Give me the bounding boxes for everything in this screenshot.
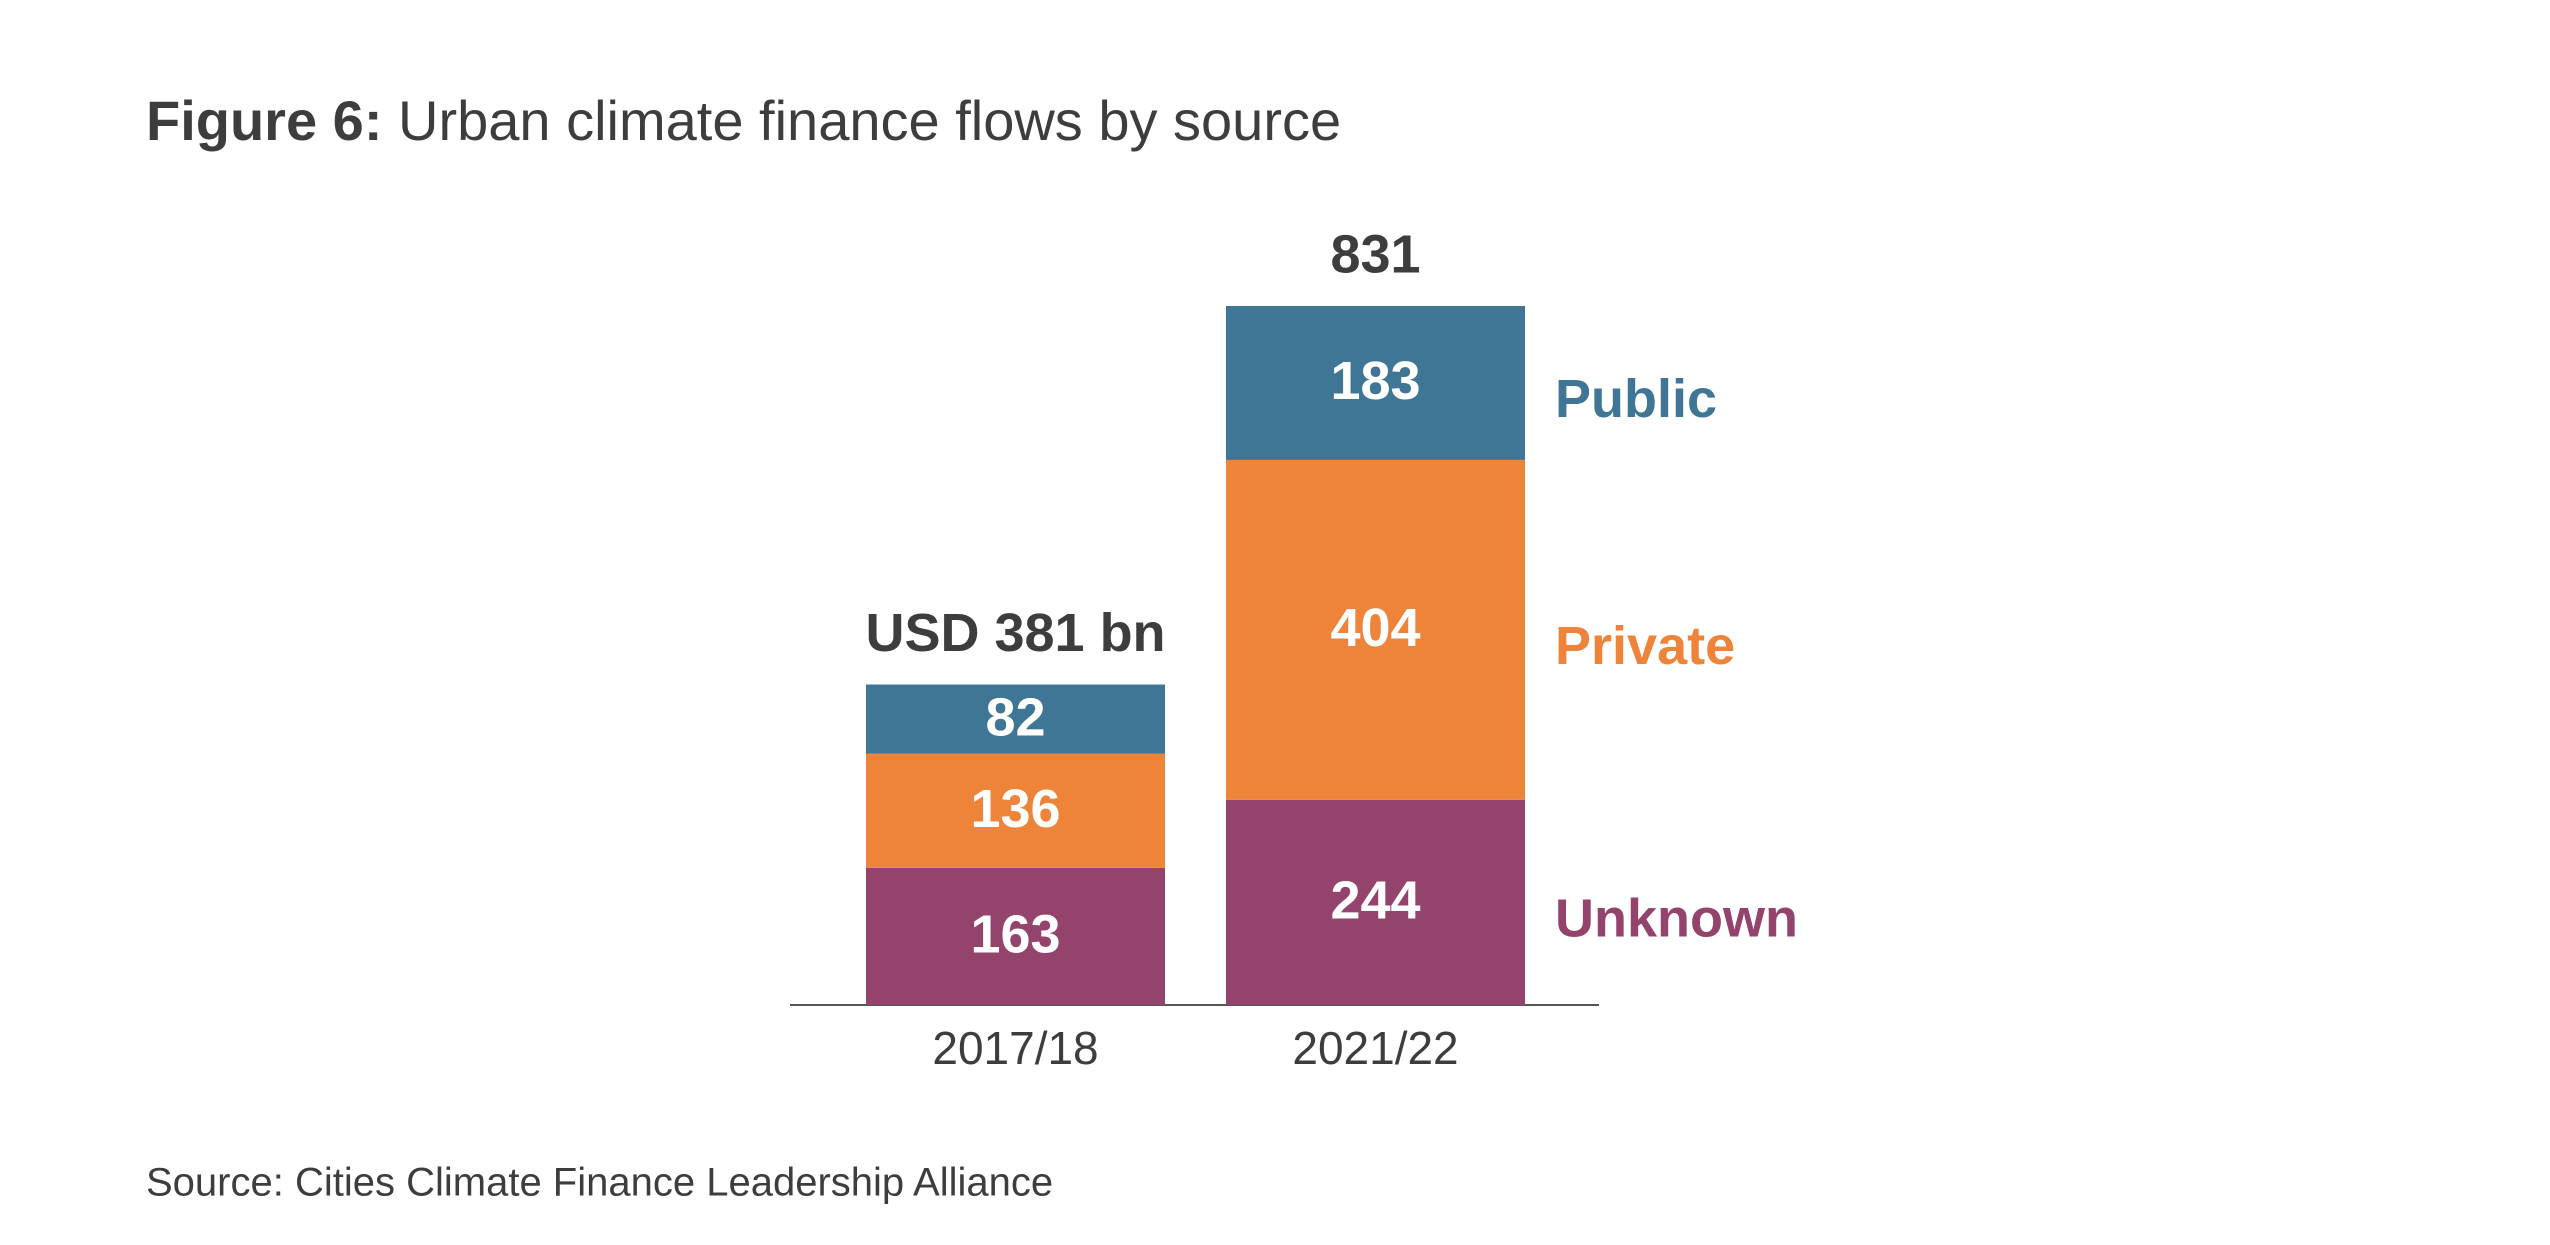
value-label: 136 <box>970 779 1060 839</box>
total-label: 831 <box>1330 224 1420 284</box>
value-label: 244 <box>1330 871 1420 931</box>
value-label: 163 <box>970 905 1060 965</box>
total-label: USD 381 bn <box>865 603 1165 663</box>
bar-segment <box>1226 306 1525 460</box>
bar-segment <box>866 684 1165 754</box>
bar-segment <box>866 753 1165 868</box>
x-tick-label: 2021/22 <box>1292 1022 1458 1074</box>
source-note: Source: Cities Climate Finance Leadershi… <box>146 1161 1053 1205</box>
x-tick-label: 2017/18 <box>932 1022 1098 1074</box>
value-label: 183 <box>1330 351 1420 411</box>
bar-segment <box>1226 799 1525 1005</box>
value-label: 404 <box>1330 598 1420 658</box>
bar-segment <box>1226 459 1525 800</box>
legend-label: Public <box>1555 369 1717 429</box>
figure-label: Figure 6: <box>146 89 382 152</box>
title-text: Urban climate finance flows by source <box>398 89 1341 152</box>
legend-label: Private <box>1555 616 1735 676</box>
value-label: 82 <box>985 687 1045 747</box>
chart-title: Figure 6: Urban climate finance flows by… <box>146 89 1341 152</box>
bar-segment <box>866 867 1165 1005</box>
legend-label: Unknown <box>1555 889 1798 949</box>
